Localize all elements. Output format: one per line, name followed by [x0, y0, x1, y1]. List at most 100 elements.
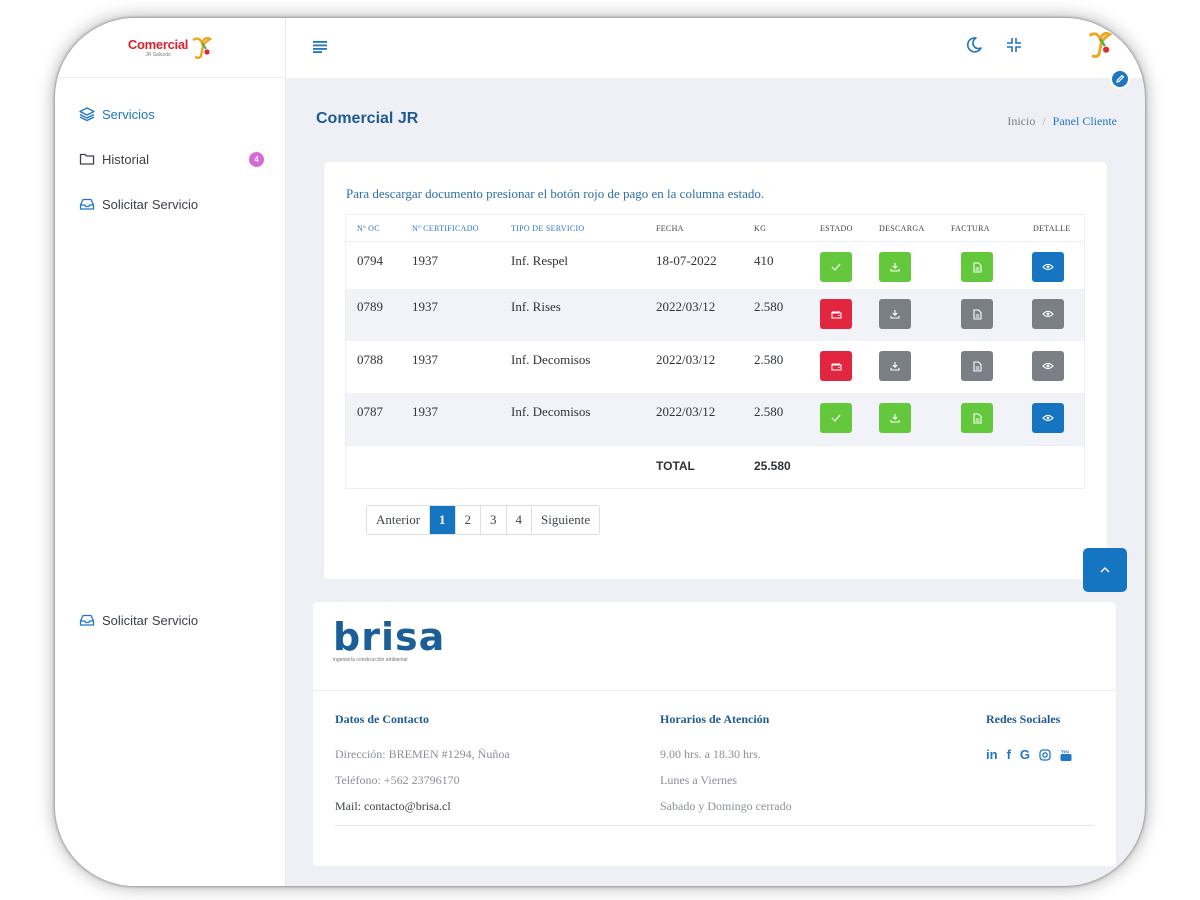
exit-fullscreen-icon[interactable] — [1005, 36, 1023, 59]
instagram-icon[interactable] — [1039, 748, 1051, 761]
brand-logo[interactable]: Comercial JR Salcedo — [128, 36, 213, 60]
invoice-button[interactable] — [961, 299, 993, 329]
menu-toggle-icon[interactable] — [313, 40, 328, 58]
invoice-button[interactable] — [961, 403, 993, 433]
col-header-estado[interactable]: ESTADO — [820, 223, 853, 233]
sidebar-item-servicios[interactable]: Servicios — [79, 106, 264, 122]
pagination-page-3[interactable]: 3 — [481, 506, 507, 534]
footer-social-column: Redes Sociales in f G You — [986, 712, 1072, 762]
cell-certificado: 1937 — [412, 299, 438, 314]
download-button[interactable] — [879, 299, 911, 329]
sidebar-bottom-solicitar-servicio[interactable]: Solicitar Servicio — [79, 612, 264, 628]
eye-icon — [1042, 414, 1054, 422]
folder-icon — [79, 151, 95, 167]
estado-pay-button[interactable] — [820, 299, 852, 329]
cell-fecha: 2022/03/12 — [656, 352, 716, 367]
check-icon — [831, 263, 841, 271]
brand-logo-subtitle: JR Salcedo — [145, 52, 171, 58]
sidebar-item-solicitar-servicio[interactable]: Solicitar Servicio — [79, 196, 264, 212]
linkedin-icon[interactable]: in — [986, 747, 998, 762]
download-icon — [890, 414, 900, 423]
user-avatar[interactable] — [1086, 30, 1113, 65]
sidebar-item-label: Solicitar Servicio — [102, 612, 199, 628]
brand-mark-icon — [192, 36, 213, 59]
pagination-prev[interactable]: Anterior — [367, 506, 431, 534]
footer-contact-column: Datos de Contacto Dirección: BREMEN #129… — [335, 712, 510, 825]
estado-paid-button[interactable] — [820, 252, 852, 282]
col-header-tipo-servicio[interactable]: TIPO DE SERVICIO — [511, 223, 585, 233]
estado-paid-button[interactable] — [820, 403, 852, 433]
pagination-next[interactable]: Siguiente — [532, 506, 600, 534]
dark-mode-toggle-icon[interactable] — [965, 36, 983, 59]
document-icon — [972, 308, 982, 320]
cell-oc: 0789 — [357, 299, 383, 314]
table-row: 0794 1937 Inf. Respel 18-07-2022 410 — [346, 242, 1084, 289]
cell-tipo: Inf. Decomisos — [511, 352, 591, 367]
download-icon — [890, 310, 900, 319]
col-header-certificado[interactable]: Nº CERTIFICADO — [412, 223, 479, 233]
pagination-page-2[interactable]: 2 — [455, 506, 482, 534]
contact-mail[interactable]: Mail: contacto@brisa.cl — [335, 799, 451, 813]
sidebar-item-historial[interactable]: Historial 4 — [79, 151, 264, 167]
cell-kg: 410 — [754, 253, 774, 268]
col-header-oc[interactable]: Nº OC — [357, 223, 380, 233]
cell-tipo: Inf. Decomisos — [511, 404, 591, 419]
brisa-logo[interactable]: brisa ingeniería construcción ambiental — [333, 618, 445, 663]
edit-icon — [1116, 74, 1125, 83]
cell-oc: 0788 — [357, 352, 383, 367]
download-button[interactable] — [879, 351, 911, 381]
footer-hours-column: Horarios de Atención 9.00 hrs. a 18.30 h… — [660, 712, 792, 825]
detail-button[interactable] — [1032, 403, 1064, 433]
estado-pay-button[interactable] — [820, 351, 852, 381]
contact-heading: Datos de Contacto — [335, 712, 429, 726]
svg-text:You: You — [1061, 749, 1069, 754]
sidebar: Comercial JR Salcedo Servicios Historial — [55, 18, 286, 886]
cell-certificado: 1937 — [412, 253, 438, 268]
sidebar-logo-area: Comercial JR Salcedo — [55, 18, 285, 78]
invoice-button[interactable] — [961, 252, 993, 282]
col-header-fecha[interactable]: FECHA — [656, 223, 684, 233]
pagination-page-1[interactable]: 1 — [430, 506, 456, 534]
cell-tipo: Inf. Rises — [511, 299, 561, 314]
instruction-text: Para descargar documento presionar el bo… — [346, 186, 765, 201]
cell-tipo: Inf. Respel — [511, 253, 569, 268]
download-button[interactable] — [879, 403, 911, 433]
table-row: 0788 1937 Inf. Decomisos 2022/03/12 2.58… — [346, 341, 1084, 393]
youtube-icon[interactable]: You — [1060, 748, 1072, 762]
cell-kg: 2.580 — [754, 352, 784, 367]
sidebar-item-label: Solicitar Servicio — [102, 196, 199, 212]
download-icon — [890, 362, 900, 371]
detail-button[interactable] — [1032, 299, 1064, 329]
edit-profile-button[interactable] — [1110, 69, 1130, 89]
historial-count-badge: 4 — [249, 151, 264, 167]
eye-icon — [1042, 263, 1054, 271]
hours-line: Lunes a Viernes — [660, 773, 738, 787]
brisa-logo-tagline: ingeniería construcción ambiental — [333, 657, 408, 663]
brisa-logo-text: brisa — [333, 615, 446, 659]
check-icon — [831, 414, 841, 422]
pagination-page-4[interactable]: 4 — [506, 506, 533, 534]
sidebar-item-label: Historial — [102, 151, 149, 167]
cell-oc: 0794 — [357, 253, 383, 268]
col-header-factura[interactable]: FACTURA — [951, 223, 990, 233]
col-header-descarga[interactable]: DESCARGA — [879, 223, 925, 233]
col-header-detalle[interactable]: DETALLE — [1033, 223, 1071, 233]
col-header-kg[interactable]: KG — [754, 223, 767, 233]
detail-button[interactable] — [1032, 351, 1064, 381]
table-row: 0787 1937 Inf. Decomisos 2022/03/12 2.58… — [346, 393, 1084, 445]
cell-certificado: 1937 — [412, 352, 438, 367]
download-button[interactable] — [879, 252, 911, 282]
scroll-to-top-button[interactable] — [1083, 548, 1127, 592]
inbox-icon — [79, 612, 95, 628]
wallet-icon — [830, 310, 842, 319]
social-heading: Redes Sociales — [986, 712, 1061, 726]
invoice-button[interactable] — [961, 351, 993, 381]
breadcrumb-inicio[interactable]: Inicio — [1007, 114, 1036, 128]
page-title: Comercial JR — [316, 110, 419, 127]
footer-bottom-divider — [335, 825, 1094, 826]
google-icon[interactable]: G — [1019, 747, 1031, 762]
detail-button[interactable] — [1032, 252, 1064, 282]
sidebar-item-label: Servicios — [102, 106, 155, 122]
facebook-icon[interactable]: f — [1006, 747, 1011, 762]
footer-divider — [313, 690, 1116, 691]
